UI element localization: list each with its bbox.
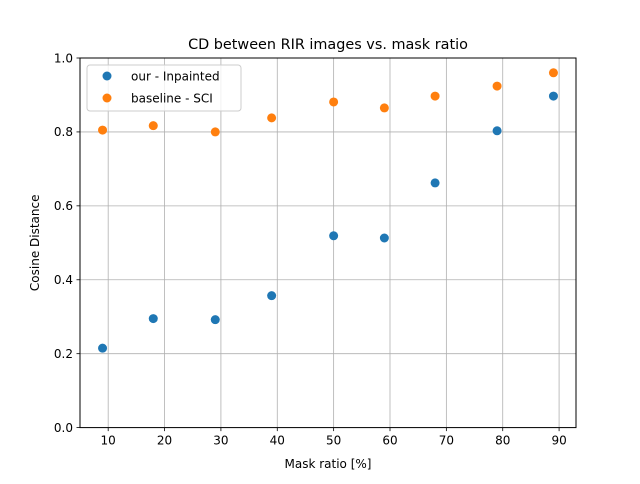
x-axis-label: Mask ratio [%]: [285, 457, 372, 471]
data-point-series-0: [548, 91, 558, 101]
axes-frame: [79, 57, 577, 429]
x-tick-label: 40: [270, 434, 285, 448]
data-point-series-0: [329, 231, 339, 241]
data-point-series-1: [267, 113, 277, 123]
x-tick-label: 80: [495, 434, 510, 448]
legend-box: [86, 64, 242, 112]
x-tick-label: 10: [101, 434, 116, 448]
y-tick-label: 0.4: [54, 273, 73, 287]
data-point-series-1: [379, 103, 389, 113]
data-point-series-0: [98, 343, 108, 353]
legend-label-series-1: baseline - SCI: [131, 91, 213, 105]
x-tick-label: 90: [551, 434, 566, 448]
data-point-series-1: [548, 68, 558, 78]
data-point-series-1: [329, 97, 339, 107]
y-axis-label: Cosine Distance: [28, 195, 42, 292]
data-point-series-1: [210, 127, 220, 137]
legend-label-series-0: our - Inpainted: [131, 69, 220, 83]
x-tick-label: 60: [382, 434, 397, 448]
y-tick-label: 0.2: [54, 347, 73, 361]
x-tick-label: 20: [157, 434, 172, 448]
y-tick-label: 0.8: [54, 125, 73, 139]
chart-title: CD between RIR images vs. mask ratio: [188, 37, 468, 53]
data-point-series-1: [148, 121, 158, 131]
legend: our - Inpainted baseline - SCI: [86, 64, 242, 112]
data-point-series-0: [148, 314, 158, 324]
legend-marker-series-0: [102, 71, 112, 81]
data-point-series-0: [210, 315, 220, 325]
data-point-series-1: [98, 125, 108, 135]
data-points: [98, 68, 558, 353]
x-tick-label: 70: [439, 434, 454, 448]
x-tick-label: 50: [326, 434, 341, 448]
y-tick-label: 0.6: [54, 199, 73, 213]
x-tick-label: 30: [213, 434, 228, 448]
data-point-series-1: [492, 81, 502, 91]
data-point-series-1: [430, 91, 440, 101]
data-point-series-0: [267, 291, 277, 301]
legend-marker-series-1: [102, 93, 112, 103]
y-tick-label: 0.0: [54, 421, 73, 435]
data-point-series-0: [430, 178, 440, 188]
axis-ticks: 10 20 30 40 50 60 70 80 90 0.0 0.2 0.4 0.6 0.8 1.0: [54, 51, 567, 447]
data-point-series-0: [492, 126, 502, 136]
y-tick-label: 1.0: [54, 51, 73, 65]
data-point-series-0: [379, 233, 389, 243]
